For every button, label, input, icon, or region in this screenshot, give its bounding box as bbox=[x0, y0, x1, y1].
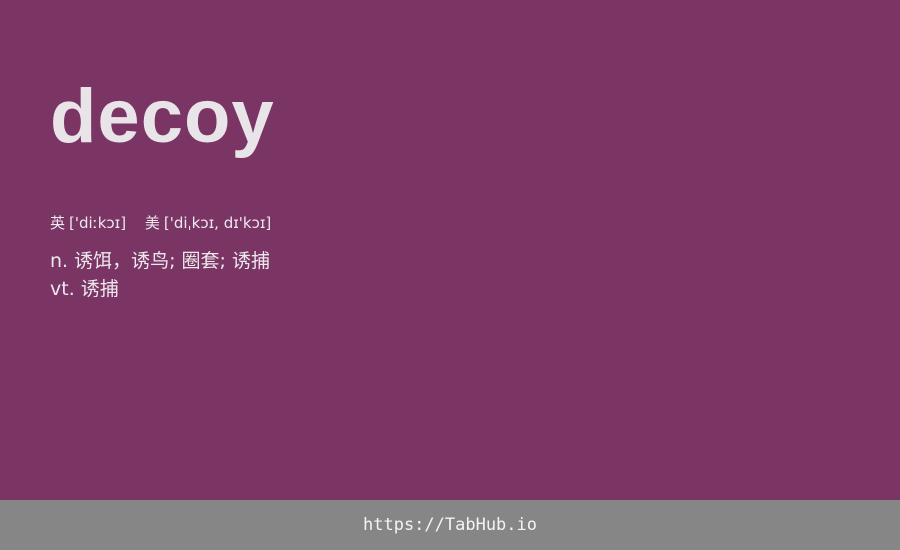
part-of-speech: n. bbox=[50, 250, 69, 272]
phonetic-uk-value: ['diːkɔɪ] bbox=[69, 214, 127, 232]
phonetic-us-label: 美 bbox=[144, 214, 160, 232]
definition-line: vt. 诱捕 bbox=[50, 275, 270, 303]
phonetics: 英 ['diːkɔɪ] 美 ['diˌkɔɪ, dɪ'kɔɪ] bbox=[50, 213, 285, 233]
phonetic-uk: 英 ['diːkɔɪ] bbox=[50, 214, 131, 232]
tabhub-link[interactable]: https://TabHub.io bbox=[363, 515, 537, 535]
word-card: decoy 英 ['diːkɔɪ] 美 ['diˌkɔɪ, dɪ'kɔɪ] n. 诱饵… bbox=[50, 74, 285, 303]
headword: decoy bbox=[50, 74, 275, 159]
part-of-speech: vt. bbox=[50, 278, 75, 300]
definitions: n. 诱饵，诱鸟; 圈套; 诱捕 vt. 诱捕 bbox=[50, 247, 270, 303]
definition-text: 诱捕 bbox=[80, 278, 119, 300]
footer-bar: https://TabHub.io bbox=[0, 500, 900, 550]
phonetic-us-value: ['diˌkɔɪ, dɪ'kɔɪ] bbox=[163, 214, 272, 232]
phonetic-uk-label: 英 bbox=[50, 214, 66, 232]
definition-line: n. 诱饵，诱鸟; 圈套; 诱捕 bbox=[50, 247, 270, 275]
definition-text: 诱饵，诱鸟; 圈套; 诱捕 bbox=[74, 250, 270, 272]
phonetic-us: 美 ['diˌkɔɪ, dɪ'kɔɪ] bbox=[145, 214, 271, 232]
